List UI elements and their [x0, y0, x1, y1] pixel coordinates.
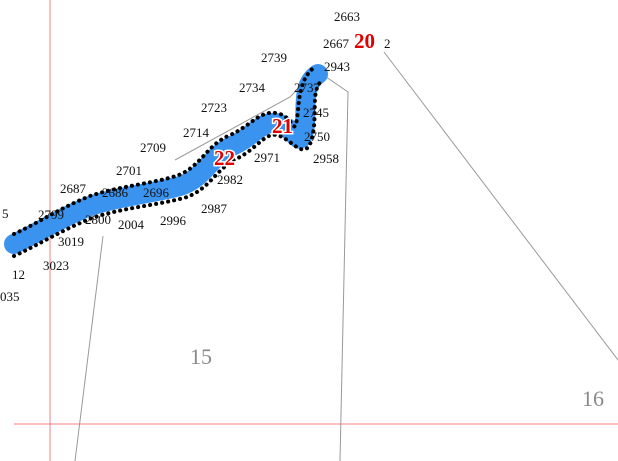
- point-label: 3019: [58, 234, 84, 249]
- river-fill: [4, 64, 328, 254]
- river-edge-lower: [12, 78, 324, 258]
- zone-label-22: 22: [214, 146, 235, 170]
- zone-label-20: 20: [354, 29, 375, 53]
- point-label: 2696: [143, 185, 170, 200]
- point-label: 2987: [201, 201, 228, 216]
- point-label: 2687: [60, 181, 87, 196]
- point-label: 5: [2, 206, 9, 221]
- point-label: 2996: [160, 213, 187, 228]
- point-label: 2723: [201, 100, 227, 115]
- point-label: 2739: [261, 50, 287, 65]
- point-label: 2799: [38, 207, 64, 222]
- point-label: 2734: [239, 80, 266, 95]
- zone-labels: 20 21 22: [213, 28, 377, 172]
- point-label: 2750: [304, 129, 330, 144]
- point-labels: 2663 2667 2 2739 2943 2734 2737 2723 274…: [0, 9, 391, 304]
- parcel-boundaries: [74, 51, 618, 461]
- point-label: 2: [384, 36, 391, 51]
- point-label: 2686: [102, 185, 129, 200]
- point-label: 2982: [217, 172, 243, 187]
- parcel-boundary-line: [383, 51, 618, 361]
- point-label: 3023: [43, 258, 69, 273]
- point-label: 2663: [334, 9, 360, 24]
- point-label: 2701: [116, 163, 142, 178]
- point-label: 2004: [118, 217, 145, 232]
- river-edge-upper: [12, 64, 318, 236]
- point-label: 2958: [313, 151, 339, 166]
- point-label: 2943: [324, 59, 350, 74]
- point-label: 2971: [254, 150, 280, 165]
- point-label: 2709: [140, 140, 166, 155]
- point-label: 2745: [303, 105, 329, 120]
- parcel-labels: 15 16: [190, 344, 604, 411]
- point-label: 2737: [294, 80, 321, 95]
- point-label: 2667: [323, 36, 350, 51]
- parcel-label-15: 15: [190, 344, 212, 369]
- parcel-boundary-line: [74, 235, 104, 461]
- zone-label-21: 21: [272, 114, 293, 138]
- parcel-label-16: 16: [582, 386, 604, 411]
- river-band: [4, 64, 328, 258]
- point-label: 035: [0, 289, 20, 304]
- point-label: 2800: [85, 212, 111, 227]
- point-label: 12: [12, 267, 25, 282]
- point-label: 2714: [183, 125, 210, 140]
